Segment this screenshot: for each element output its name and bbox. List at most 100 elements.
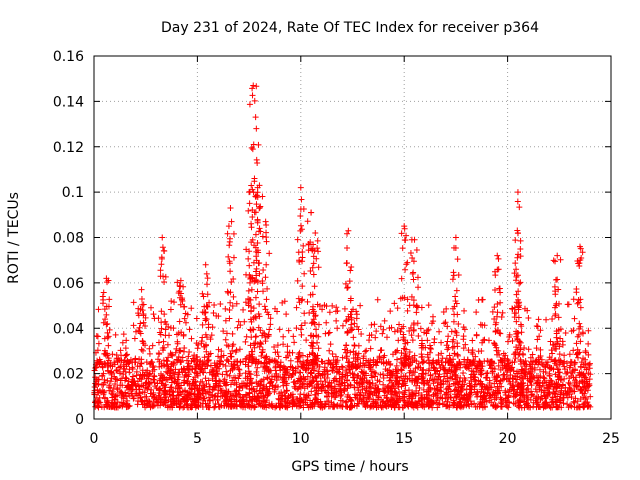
data-point	[386, 384, 393, 391]
data-point	[496, 380, 503, 387]
data-point	[293, 395, 300, 402]
data-point	[304, 381, 311, 388]
data-point	[415, 360, 422, 367]
data-point	[123, 375, 130, 382]
data-point	[565, 379, 572, 386]
data-point	[303, 392, 310, 399]
data-point	[587, 403, 594, 410]
data-point	[566, 375, 573, 382]
data-point	[235, 366, 242, 373]
data-point	[581, 390, 588, 397]
data-point	[331, 385, 338, 392]
data-point	[360, 392, 367, 399]
data-point	[170, 389, 177, 396]
data-point	[587, 393, 594, 400]
data-point	[197, 391, 204, 398]
data-point	[400, 397, 407, 404]
data-point	[541, 378, 548, 385]
data-point	[132, 390, 139, 397]
data-point	[331, 394, 338, 401]
data-point	[239, 380, 246, 387]
data-point	[470, 373, 477, 380]
data-point	[163, 368, 170, 375]
data-point	[107, 378, 114, 385]
data-point	[548, 396, 555, 403]
data-point	[540, 403, 547, 410]
data-point	[474, 403, 481, 410]
data-point	[405, 387, 412, 394]
data-point	[503, 369, 510, 376]
data-point	[510, 368, 517, 375]
data-point	[381, 392, 388, 399]
data-point	[153, 384, 160, 391]
data-point	[337, 393, 344, 400]
data-point	[268, 400, 275, 407]
data-point	[473, 365, 480, 372]
data-point	[545, 391, 552, 398]
data-point	[586, 376, 593, 383]
data-point	[136, 375, 143, 382]
data-point	[348, 364, 355, 371]
data-point	[547, 365, 554, 372]
data-point	[485, 386, 492, 393]
data-point	[284, 395, 291, 402]
data-point	[162, 396, 169, 403]
data-point	[322, 370, 329, 377]
data-point	[406, 393, 413, 400]
data-point	[458, 385, 465, 392]
data-point	[114, 386, 121, 393]
data-point	[141, 372, 148, 379]
data-point	[348, 397, 355, 404]
data-point	[266, 380, 273, 387]
data-point	[579, 377, 586, 384]
data-point	[233, 379, 240, 386]
data-point	[264, 375, 271, 382]
data-point	[492, 376, 499, 383]
data-point	[483, 374, 490, 381]
data-point	[202, 375, 209, 382]
data-point	[347, 396, 354, 403]
data-point	[484, 369, 491, 376]
data-point	[229, 402, 236, 409]
data-point	[342, 399, 349, 406]
data-point	[426, 401, 433, 408]
data-point	[328, 380, 335, 387]
data-point	[479, 363, 486, 370]
data-point	[363, 398, 370, 405]
data-point	[419, 375, 426, 382]
data-point	[202, 390, 209, 397]
data-point	[506, 378, 513, 385]
data-point	[330, 389, 337, 396]
data-point	[373, 389, 380, 396]
data-point	[516, 374, 523, 381]
data-point	[477, 371, 484, 378]
data-point	[297, 402, 304, 409]
data-point	[315, 380, 322, 387]
data-point	[281, 389, 288, 396]
data-point	[143, 402, 150, 409]
data-point	[111, 373, 118, 380]
data-point	[433, 376, 440, 383]
data-point	[414, 380, 421, 387]
data-point	[329, 367, 336, 374]
data-point	[505, 399, 512, 406]
data-point	[192, 397, 199, 404]
data-point	[146, 371, 153, 378]
data-point	[525, 385, 532, 392]
data-point	[183, 394, 190, 401]
data-point	[253, 368, 260, 375]
data-point	[194, 370, 201, 377]
data-point	[325, 383, 332, 390]
data-point	[186, 363, 193, 370]
data-point	[480, 392, 487, 399]
data-point	[161, 384, 168, 391]
data-point	[295, 375, 302, 382]
data-point	[126, 369, 133, 376]
data-point	[430, 364, 437, 371]
data-point	[529, 366, 536, 373]
data-point	[394, 399, 401, 406]
data-point	[580, 394, 587, 401]
data-point	[269, 383, 276, 390]
data-point	[478, 367, 485, 374]
data-point	[467, 398, 474, 405]
